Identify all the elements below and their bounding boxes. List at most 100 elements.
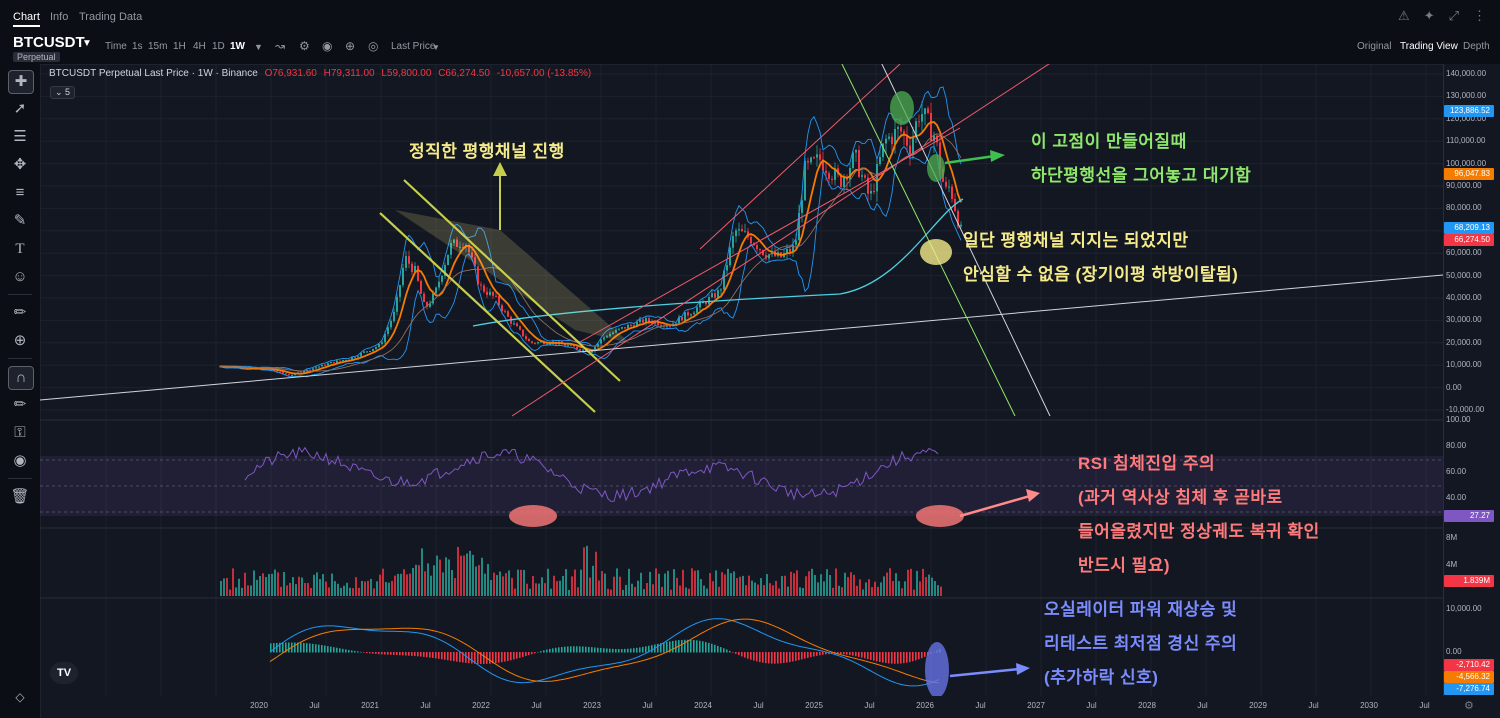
lock-icon[interactable]: ⚿	[14, 424, 26, 441]
volume-bar	[769, 583, 771, 596]
histogram-bar	[882, 652, 884, 663]
candle-body	[462, 246, 464, 248]
volume-bar	[310, 587, 312, 596]
histogram-bar	[492, 652, 494, 664]
view-trading-view[interactable]: Trading View	[1400, 41, 1458, 52]
volume-bar	[361, 580, 363, 596]
candle-body	[732, 236, 734, 248]
histogram-bar	[276, 642, 278, 653]
interval-1h[interactable]: 1H	[173, 41, 186, 52]
histogram-bar	[786, 652, 788, 663]
candle-body	[336, 360, 338, 364]
pattern-icon[interactable]: ✥	[13, 156, 27, 173]
histogram-bar	[366, 652, 368, 654]
tab-info[interactable]: Info	[50, 11, 69, 23]
histogram-bar	[903, 652, 905, 664]
ruler-icon[interactable]: ✏	[13, 304, 27, 321]
view-depth[interactable]: Depth	[1463, 41, 1490, 52]
volume-bar	[454, 578, 456, 596]
price-type-chevron-icon[interactable]: ▼	[432, 43, 440, 52]
volume-bar	[283, 572, 285, 596]
candle-body	[417, 265, 419, 281]
interval-4h[interactable]: 4H	[193, 41, 206, 52]
price-scale[interactable]: 140,000.00 130,000.00 120,000.00 110,000.00…	[1443, 64, 1500, 696]
tab-trading-data[interactable]: Trading Data	[79, 11, 143, 23]
price-tick-label: 0.00	[1446, 382, 1462, 392]
interval-dropdown-icon[interactable]: ▼	[254, 42, 263, 52]
settings-icon[interactable]: ⚙	[1464, 700, 1474, 712]
interval-1s[interactable]: 1s	[132, 41, 143, 52]
price-type-select[interactable]: Last Price	[391, 41, 436, 52]
crosshair-icon[interactable]: ✚	[8, 70, 34, 94]
indicator-icon[interactable]: ↝	[275, 39, 286, 53]
volume-bar	[709, 573, 711, 596]
interval-15m[interactable]: 15m	[148, 41, 168, 52]
fib-icon[interactable]: ≡	[15, 184, 25, 201]
volume-bar	[862, 589, 864, 596]
histogram-bar	[330, 646, 332, 653]
camera-icon[interactable]: ◉	[322, 39, 333, 53]
rising-channel-mid	[579, 127, 961, 343]
green-arrow-shaft	[944, 154, 996, 165]
more-icon[interactable]: ⋮	[1473, 8, 1486, 23]
volume-bar	[541, 577, 543, 596]
support-marker	[920, 239, 952, 265]
chevron-down-icon[interactable]: ▼	[82, 38, 92, 49]
histogram-bar	[846, 652, 848, 655]
interval-1w[interactable]: 1W	[230, 41, 245, 52]
candle-body	[414, 265, 416, 272]
text-icon[interactable]: T	[15, 241, 25, 257]
volume-bar	[772, 585, 774, 596]
tradingview-logo[interactable]: TV	[50, 662, 78, 684]
histogram-bar	[375, 652, 377, 654]
histogram-bar	[558, 647, 560, 653]
histogram-bar	[807, 652, 809, 658]
price-tick-label: 80,000.00	[1446, 203, 1482, 213]
bell-icon[interactable]: ⚠	[1398, 8, 1410, 23]
candle-body	[285, 373, 287, 375]
volume-bar	[358, 587, 360, 596]
date-tick-label: 2020	[250, 701, 268, 710]
volume-bar	[706, 588, 708, 596]
candle-body	[420, 280, 422, 294]
candle-body	[669, 325, 671, 327]
histogram-bar	[297, 642, 299, 653]
volume-bar	[334, 581, 336, 596]
settings-icon[interactable]: ⚙	[299, 39, 310, 53]
add-icon[interactable]: ⊕	[345, 39, 356, 53]
horizontal-lines-icon[interactable]: ☰	[13, 128, 27, 145]
eye-icon[interactable]: ◉	[13, 452, 27, 469]
price-chart[interactable]	[40, 64, 1443, 696]
emoji-icon[interactable]: ☺	[12, 268, 28, 285]
symbol-name[interactable]: BTCUSDT	[13, 34, 85, 51]
candle-body	[483, 285, 485, 292]
magnet-icon[interactable]: ∩	[8, 366, 34, 390]
histogram-bar	[516, 652, 518, 659]
lock-drawing-icon[interactable]: ✏	[13, 396, 27, 413]
indicator-toggle[interactable]: ⌄ 5	[50, 86, 76, 99]
collapse-icon[interactable]: ◇	[15, 690, 25, 704]
price-tick-label: 10,000.00	[1446, 360, 1482, 370]
interval-1d[interactable]: 1D	[212, 41, 225, 52]
candle-body	[795, 240, 797, 245]
view-original[interactable]: Original	[1357, 41, 1392, 52]
candle-body	[522, 329, 524, 337]
brush-icon[interactable]: ✎	[13, 212, 27, 229]
candle-body	[684, 312, 686, 321]
volume-bar	[307, 583, 309, 596]
histogram-bar	[528, 652, 530, 656]
candle-body	[906, 134, 908, 146]
sparkle-icon[interactable]: ✦	[1423, 8, 1435, 23]
volume-bar	[844, 572, 846, 596]
volume-bar	[490, 580, 492, 596]
expand-icon[interactable]: ⤢	[1448, 8, 1459, 23]
replay-icon[interactable]: ◎	[368, 39, 379, 53]
trendline-icon[interactable]: ➚	[13, 100, 27, 117]
tab-chart[interactable]: Chart	[13, 11, 40, 27]
volume-bar	[802, 588, 804, 596]
trash-icon[interactable]: 🗑	[10, 488, 30, 505]
long-term-trendline	[40, 274, 1443, 401]
time-button[interactable]: Time	[105, 41, 127, 52]
zoom-icon[interactable]: ⊕	[13, 332, 27, 349]
candle-body	[729, 247, 731, 266]
